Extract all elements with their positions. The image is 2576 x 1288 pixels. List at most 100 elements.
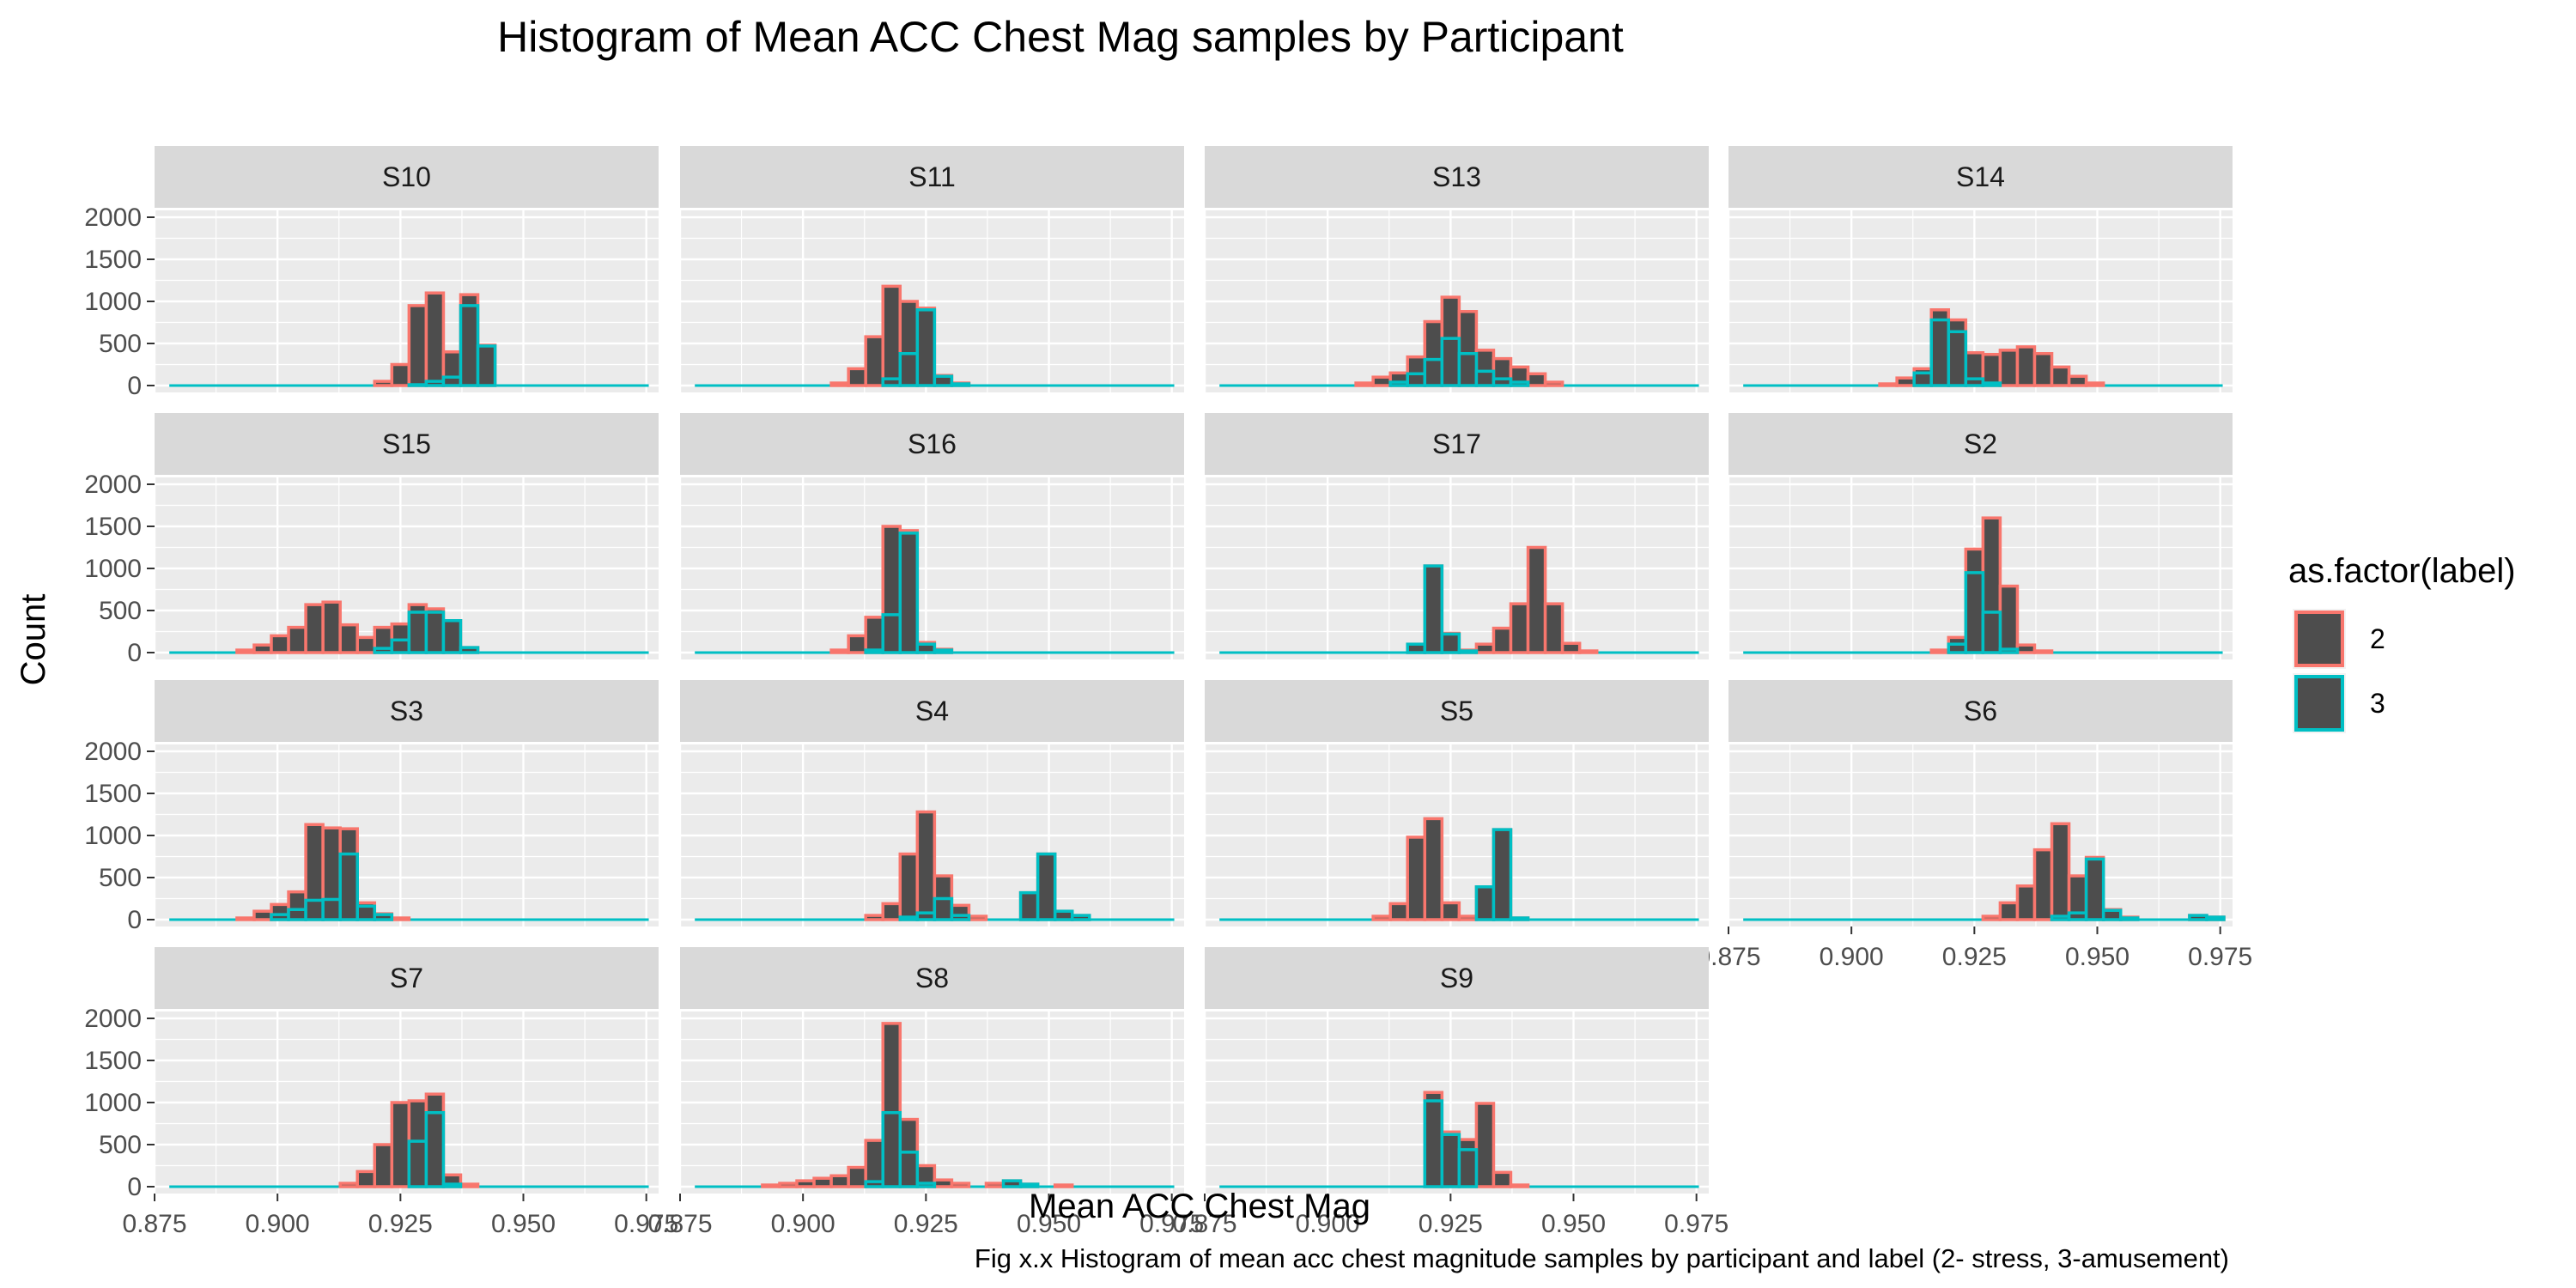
y-tick-label: 1500 <box>84 1047 142 1075</box>
bar-label-3 <box>1509 380 1530 387</box>
x-tick-label: 0.900 <box>1820 943 1884 971</box>
legend-label: 2 <box>2370 623 2385 654</box>
legend-entry-3: 3 <box>2293 673 2385 733</box>
facet-label: S15 <box>382 428 431 459</box>
facet-strip <box>1728 146 2233 208</box>
bar-label-2 <box>1543 602 1564 654</box>
bar-label-2 <box>321 600 342 654</box>
bar-label-2 <box>390 362 411 387</box>
bar-label-3 <box>915 911 937 921</box>
bar-label-2 <box>1492 1170 1513 1188</box>
x-tick-label: 0.950 <box>491 1210 556 1238</box>
y-tick-label: 500 <box>99 330 142 358</box>
facet-label: S3 <box>390 696 423 726</box>
bar-label-3 <box>933 648 954 654</box>
facet-label: S8 <box>915 963 949 993</box>
chart-title: Histogram of Mean ACC Chest Mag samples … <box>497 13 1624 61</box>
bar-label-3 <box>1036 852 1057 921</box>
legend-key <box>2294 675 2344 732</box>
bar-label-2 <box>2050 822 2071 921</box>
bar-label-3 <box>1998 647 2020 654</box>
facet-strip <box>1728 413 2233 475</box>
bar-label-3 <box>304 898 325 921</box>
bar-label-2 <box>1509 1183 1530 1188</box>
bar-label-3 <box>1964 571 1985 654</box>
legend-label: 3 <box>2370 688 2385 719</box>
facet-strip <box>680 146 1184 208</box>
bar-label-3 <box>1929 318 1951 387</box>
bar-label-2 <box>1423 817 1444 921</box>
legend-entry-2: 2 <box>2293 609 2385 669</box>
bar-label-3 <box>459 646 480 654</box>
y-tick-label: 2000 <box>84 1005 142 1033</box>
facet-s13: S13 <box>1203 146 1709 392</box>
facet-label: S14 <box>1956 161 2005 192</box>
bar-label-3 <box>1947 642 1968 654</box>
bar-label-3 <box>1423 564 1444 654</box>
facet-strip <box>1205 680 1709 742</box>
bar-label-2 <box>812 1176 833 1188</box>
y-tick-label: 0 <box>127 906 142 934</box>
bar-label-2 <box>2015 643 2037 654</box>
bar-label-3 <box>424 611 446 654</box>
bar-label-2 <box>390 1101 411 1188</box>
y-tick-label: 1500 <box>84 246 142 274</box>
bar-label-2 <box>287 625 307 654</box>
y-tick-label: 1000 <box>84 555 142 583</box>
x-tick-label: 0.925 <box>1419 1210 1483 1238</box>
x-tick-label: 0.925 <box>1942 943 2007 971</box>
facet-label: S9 <box>1440 963 1473 993</box>
bar-label-2 <box>252 909 273 921</box>
bar-label-2 <box>1998 349 2020 387</box>
facet-label: S11 <box>908 161 956 192</box>
bar-label-3 <box>915 308 937 387</box>
bar-label-2 <box>1981 352 2002 387</box>
bar-label-3 <box>476 344 497 387</box>
bar-label-3 <box>933 896 954 921</box>
bar-label-2 <box>1053 1183 1074 1188</box>
y-tick-label: 1500 <box>84 513 142 541</box>
bar-label-2 <box>1526 545 1547 654</box>
bar-label-3 <box>355 904 377 921</box>
bar-label-2 <box>864 616 884 654</box>
bar-label-2 <box>1371 375 1392 387</box>
bar-label-2 <box>967 914 988 921</box>
y-tick-label: 500 <box>99 597 142 625</box>
facet-label: S10 <box>382 161 431 192</box>
y-tick-label: 2000 <box>84 204 142 232</box>
x-tick-label: 0.875 <box>647 1210 712 1238</box>
bar-label-2 <box>1998 584 2020 654</box>
facet-label: S4 <box>915 696 949 726</box>
bar-label-3 <box>2188 914 2208 921</box>
bar-label-3 <box>390 638 411 654</box>
bar-label-2 <box>459 1182 480 1188</box>
bar-label-2 <box>881 902 902 921</box>
bar-label-3 <box>407 611 428 654</box>
bar-label-3 <box>459 304 480 387</box>
facet-s5: S5 <box>1203 680 1709 927</box>
bar-label-2 <box>898 852 920 921</box>
bar-label-2 <box>864 335 884 387</box>
bar-label-3 <box>1018 890 1040 921</box>
bar-label-3 <box>950 914 971 921</box>
bar-label-3 <box>1947 330 1968 387</box>
bar-label-3 <box>1423 357 1444 387</box>
bar-label-2 <box>761 1183 781 1188</box>
bar-label-3 <box>1440 1133 1461 1188</box>
bar-label-2 <box>424 291 446 387</box>
bar-label-2 <box>235 916 256 921</box>
bar-label-2 <box>847 1165 867 1188</box>
facet-strip <box>155 146 659 208</box>
bar-label-3 <box>1406 372 1427 387</box>
facet-strip <box>1205 413 1709 475</box>
bar-label-2 <box>1981 914 2002 921</box>
x-tick-label: 0.950 <box>1541 1210 1606 1238</box>
bar-label-2 <box>1440 901 1461 921</box>
bar-label-2 <box>2050 365 2071 387</box>
bar-label-2 <box>252 643 273 654</box>
facet-s16: S16 <box>678 413 1184 659</box>
bar-label-3 <box>915 1182 937 1188</box>
facet-strip <box>155 413 659 475</box>
bar-label-2 <box>2015 884 2037 921</box>
bar-label-3 <box>338 852 359 921</box>
